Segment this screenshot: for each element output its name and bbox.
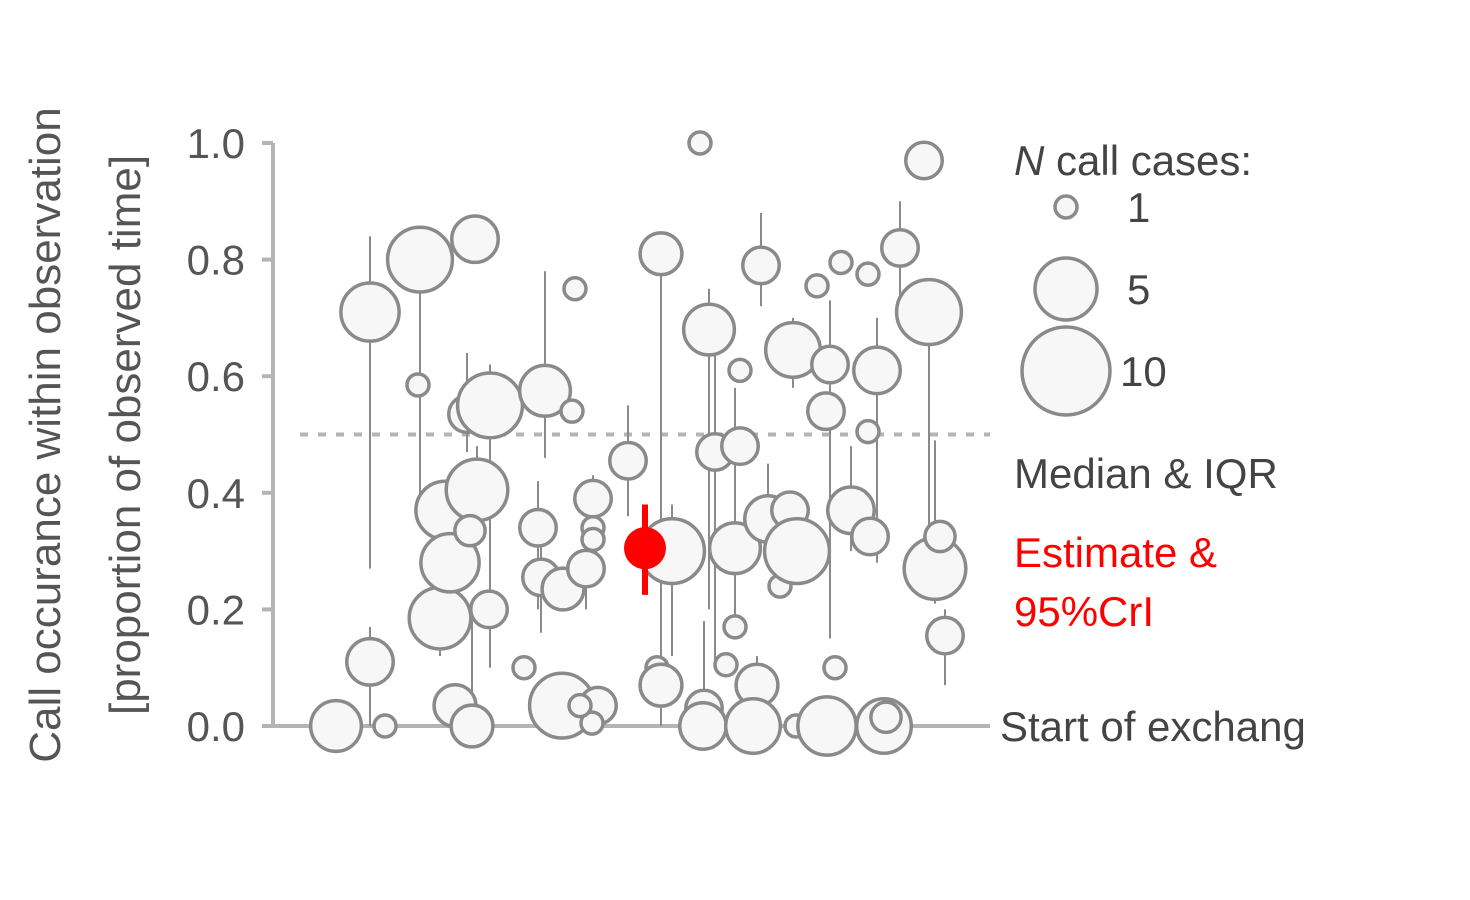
data-point xyxy=(762,516,832,586)
data-point xyxy=(559,398,585,424)
legend-title-rest: call cases: xyxy=(1044,137,1252,184)
legend-title: N call cases: xyxy=(1014,137,1252,184)
data-point xyxy=(855,261,881,287)
data-point xyxy=(573,478,613,519)
data-point xyxy=(518,507,558,548)
data-point xyxy=(804,273,830,299)
data-point xyxy=(511,654,537,681)
data-point xyxy=(469,589,509,630)
y-axis-title: Call occurance within observation [propo… xyxy=(21,107,150,762)
data-points xyxy=(308,130,968,757)
data-point xyxy=(385,225,455,294)
data-point xyxy=(345,636,395,687)
data-point xyxy=(517,363,573,418)
y-tick-label: 0.8 xyxy=(187,237,245,284)
data-point xyxy=(678,701,728,751)
data-point xyxy=(372,713,398,739)
data-point xyxy=(810,344,850,385)
data-point xyxy=(308,698,364,754)
data-point xyxy=(455,371,525,440)
data-point xyxy=(869,700,903,735)
y-tick-label: 1.0 xyxy=(187,120,245,167)
data-point xyxy=(566,548,606,589)
data-point xyxy=(894,277,964,347)
data-point xyxy=(638,662,684,708)
data-point xyxy=(723,696,783,756)
y-axis-title-line1: Call occurance within observation xyxy=(21,107,70,762)
y-tick-label: 0.6 xyxy=(187,353,245,400)
data-point xyxy=(407,585,473,651)
data-point xyxy=(720,426,760,467)
data-point xyxy=(713,652,739,678)
data-point xyxy=(855,418,881,445)
data-point xyxy=(453,513,487,548)
data-point xyxy=(880,227,920,268)
data-point xyxy=(562,276,588,302)
legend-size-label: 5 xyxy=(1127,266,1150,313)
data-point xyxy=(638,231,684,277)
data-point xyxy=(822,654,848,681)
x-category-label: Start of exchang xyxy=(1000,703,1306,750)
y-tick-label: 0.0 xyxy=(187,703,245,750)
data-point xyxy=(904,140,944,181)
estimate-label-line2: 95%CrI xyxy=(1014,588,1154,635)
data-point xyxy=(727,357,753,384)
data-point xyxy=(722,614,748,640)
data-point xyxy=(579,710,605,736)
data-point xyxy=(850,516,890,557)
y-tick-labels: 0.0 0.2 0.4 0.6 0.8 1.0 xyxy=(187,120,245,750)
data-point xyxy=(444,457,510,523)
data-point xyxy=(450,214,500,265)
legend-size-circle xyxy=(1053,194,1079,220)
y-axis-title-line2: [proportion of observed time] xyxy=(101,155,150,715)
data-point xyxy=(925,615,965,656)
data-point xyxy=(806,391,846,432)
data-point xyxy=(852,345,902,396)
estimate-point xyxy=(624,527,666,570)
median-iqr-label: Median & IQR xyxy=(1014,450,1278,497)
legend-title-italic: N xyxy=(1014,137,1045,184)
data-point xyxy=(419,531,481,594)
data-point xyxy=(580,526,606,553)
legend-size-label: 1 xyxy=(1127,184,1150,231)
legend-size-label: 10 xyxy=(1120,348,1167,395)
data-point xyxy=(796,695,858,757)
y-tick-label: 0.2 xyxy=(187,586,245,633)
estimate-label-line1: Estimate & xyxy=(1014,529,1217,576)
data-point xyxy=(567,692,593,719)
estimate-marker xyxy=(624,504,666,595)
data-point xyxy=(828,249,854,276)
data-point xyxy=(405,372,431,398)
data-point xyxy=(741,245,781,286)
data-point xyxy=(608,440,648,481)
data-point xyxy=(339,281,401,343)
y-tick-label: 0.4 xyxy=(187,470,245,517)
data-point xyxy=(707,521,763,576)
data-point xyxy=(449,703,495,749)
data-point xyxy=(923,519,957,554)
data-point xyxy=(681,302,737,357)
legend-size-circle xyxy=(1033,256,1099,322)
legend-size-circle xyxy=(1020,325,1112,417)
data-point xyxy=(687,130,713,156)
